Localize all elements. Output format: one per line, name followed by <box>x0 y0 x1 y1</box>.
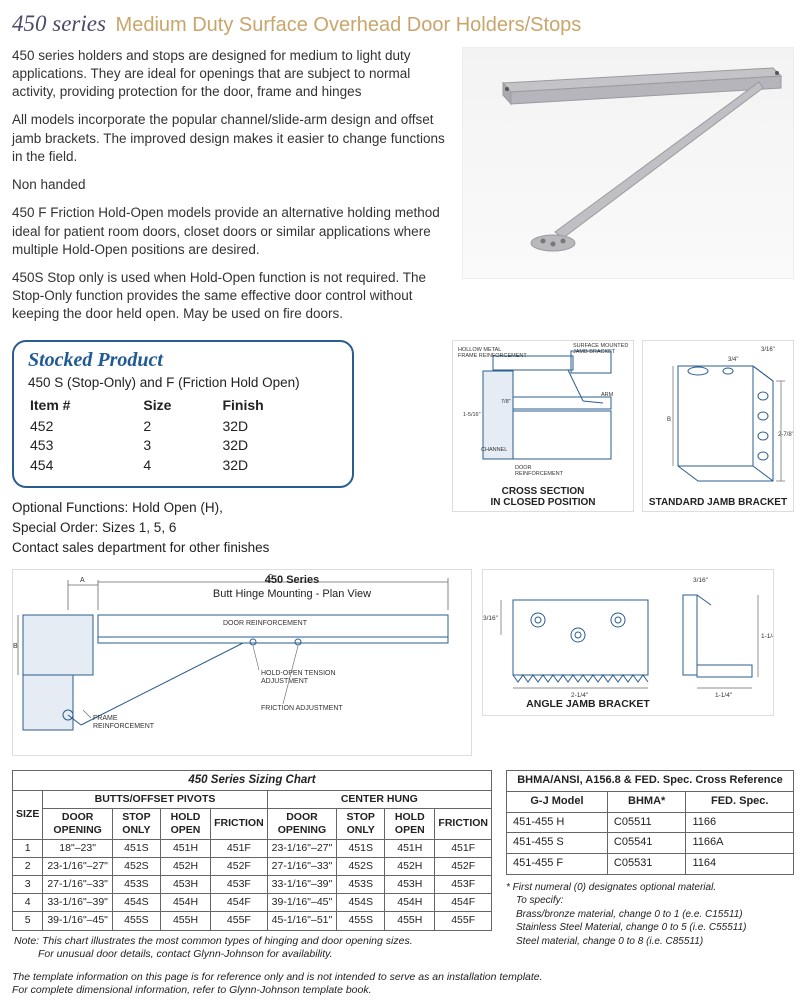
svg-text:1-1/4": 1-1/4" <box>761 633 773 640</box>
footer-note: The template information on this page is… <box>12 971 794 998</box>
sizing-group2: CENTER HUNG <box>267 790 491 808</box>
opt-line-0: Optional Functions: Hold Open (H), <box>12 498 354 518</box>
svg-text:1-1/4": 1-1/4" <box>715 692 733 699</box>
stocked-row-2: 454432D <box>30 457 336 475</box>
svg-text:A: A <box>80 577 85 584</box>
svg-text:3/16": 3/16" <box>761 347 775 353</box>
cross-reference: BHMA/ANSI, A156.8 & FED. Spec. Cross Ref… <box>506 770 794 948</box>
svg-text:REINFORCEMENT: REINFORCEMENT <box>93 723 155 730</box>
intro-text: 450 series holders and stops are designe… <box>12 47 450 334</box>
plan-title-series: 450 Series <box>265 574 319 586</box>
plan-title-sub: Butt Hinge Mounting - Plan View <box>213 588 371 600</box>
stocked-title: Stocked Product <box>28 348 338 373</box>
svg-text:3/16": 3/16" <box>483 615 499 622</box>
xref-row: 451-455 HC055111166 <box>507 812 794 833</box>
intro-p3: Non handed <box>12 176 450 194</box>
plan-view-diagram: 450 Series Butt Hinge Mounting - Plan Vi… <box>12 569 472 756</box>
sizing-row: 433-1/16"–39"454S454H454F39-1/16"–45"454… <box>13 894 492 912</box>
stocked-row-1: 453332D <box>30 437 336 455</box>
svg-text:FRAME REINFORCEMENT: FRAME REINFORCEMENT <box>458 353 527 359</box>
angle-jamb-caption: ANGLE JAMB BRACKET <box>483 698 693 711</box>
sizing-title: 450 Series Sizing Chart <box>13 771 492 790</box>
intro-p5: 450S Stop only is used when Hold-Open fu… <box>12 269 450 324</box>
svg-text:7/8": 7/8" <box>501 399 511 405</box>
plan-row: 450 Series Butt Hinge Mounting - Plan Vi… <box>12 569 794 756</box>
angle-jamb-diagram: 3/16" 3/16" 2-1/4" 1-1/4" 1-1/4" ANGLE J… <box>482 569 774 716</box>
svg-text:HOLD-OPEN TENSION: HOLD-OPEN TENSION <box>261 670 336 677</box>
sizing-h-size: SIZE <box>13 790 43 839</box>
svg-text:DOOR REINFORCEMENT: DOOR REINFORCEMENT <box>223 620 308 627</box>
svg-text:3/16": 3/16" <box>693 577 709 584</box>
xref-footnote: * First numeral (0) designates optional … <box>506 881 794 949</box>
svg-text:B: B <box>667 417 671 423</box>
svg-text:FRAME: FRAME <box>93 715 118 722</box>
cross-section-caption: CROSS SECTIONIN CLOSED POSITION <box>453 486 633 508</box>
svg-text:JAMB BRACKET: JAMB BRACKET <box>573 349 616 355</box>
svg-text:ADJUSTMENT: ADJUSTMENT <box>261 678 309 685</box>
intro-p1: 450 series holders and stops are designe… <box>12 47 450 102</box>
opt-line-2: Contact sales department for other finis… <box>12 538 354 558</box>
svg-text:B: B <box>13 643 18 650</box>
std-jamb-caption: STANDARD JAMB BRACKET <box>643 497 793 508</box>
optional-functions: Optional Functions: Hold Open (H), Speci… <box>12 498 354 557</box>
opt-line-1: Special Order: Sizes 1, 5, 6 <box>12 518 354 538</box>
intro-p4: 450 F Friction Hold-Open models provide … <box>12 204 450 259</box>
stocked-table: Item # Size Finish 452232D 453332D 45443… <box>28 395 338 476</box>
stocked-col-size: Size <box>143 397 220 416</box>
xref-row: 451-455 SC055411166A <box>507 833 794 854</box>
stocked-product-box: Stocked Product 450 S (Stop-Only) and F … <box>12 340 354 489</box>
stocked-col-finish: Finish <box>222 397 336 416</box>
svg-text:2-7/8": 2-7/8" <box>778 432 793 438</box>
svg-text:3/4": 3/4" <box>728 357 738 363</box>
xref-row: 451-455 FC055311164 <box>507 854 794 875</box>
stocked-sub: 450 S (Stop-Only) and F (Friction Hold O… <box>28 375 338 392</box>
intro-row: 450 series holders and stops are designe… <box>12 47 794 334</box>
sizing-row: 539-1/16"–45"455S455H455F45-1/16"–51"455… <box>13 912 492 930</box>
intro-p2: All models incorporate the popular chann… <box>12 111 450 166</box>
stocked-col-item: Item # <box>30 397 141 416</box>
page-header: 450 series Medium Duty Surface Overhead … <box>12 10 794 39</box>
sizing-row: 118"–23"451S451H451F23-1/16"–27"451S451H… <box>13 839 492 857</box>
cross-section-diagram: HOLLOW METALFRAME REINFORCEMENT SURFACE … <box>452 340 634 512</box>
sizing-group1: BUTTS/OFFSET PIVOTS <box>43 790 267 808</box>
svg-text:ARM: ARM <box>601 392 614 398</box>
std-jamb-diagram: 3/16" 3/4" 2-7/8" B STANDARD JAMB BRACKE… <box>642 340 794 512</box>
tables-row: 450 Series Sizing Chart SIZE BUTTS/OFFSE… <box>12 770 794 961</box>
sizing-row: 327-1/16"–33"453S453H453F33-1/16"–39"453… <box>13 876 492 894</box>
xref-title: BHMA/ANSI, A156.8 & FED. Spec. Cross Ref… <box>507 771 794 792</box>
svg-text:FRICTION ADJUSTMENT: FRICTION ADJUSTMENT <box>261 705 343 712</box>
sizing-row: 223-1/16"–27"452S452H452F27-1/16"–33"452… <box>13 858 492 876</box>
svg-text:1-5/16": 1-5/16" <box>463 412 481 418</box>
sizing-note: Note: This chart illustrates the most co… <box>12 935 492 961</box>
stocked-row: Stocked Product 450 S (Stop-Only) and F … <box>12 340 794 558</box>
stocked-row-0: 452232D <box>30 418 336 436</box>
svg-text:REINFORCEMENT: REINFORCEMENT <box>515 471 564 477</box>
svg-text:CHANNEL: CHANNEL <box>481 447 507 453</box>
product-render <box>462 47 794 334</box>
page-title: Medium Duty Surface Overhead Door Holder… <box>116 14 582 36</box>
series-label: 450 series <box>12 11 106 36</box>
sizing-chart: 450 Series Sizing Chart SIZE BUTTS/OFFSE… <box>12 770 492 961</box>
